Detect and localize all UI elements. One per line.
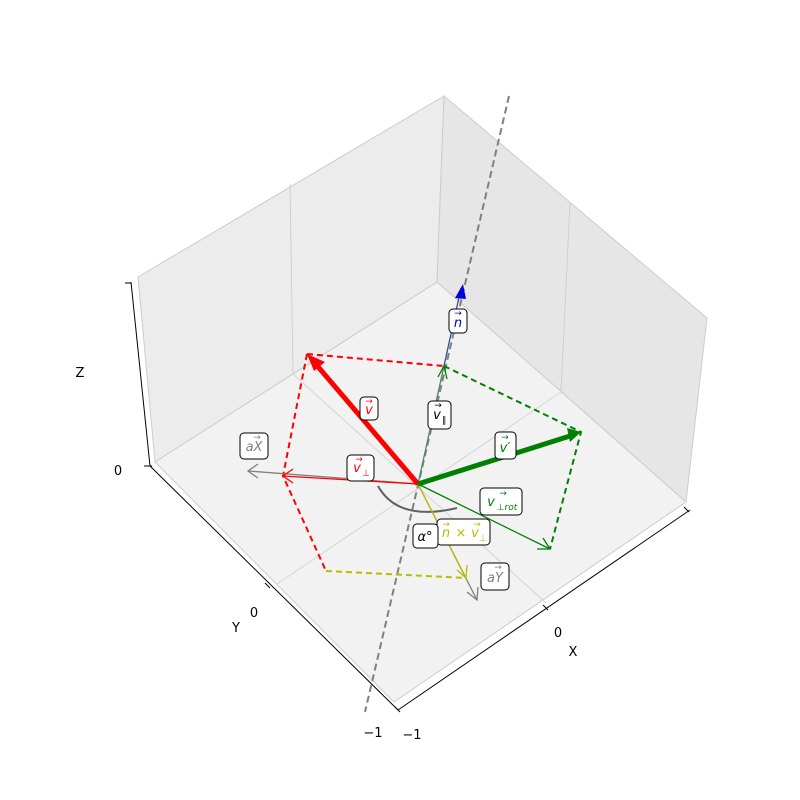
axes-box [125,94,708,713]
z-axis-label: Z [76,366,85,381]
x-axis-line [397,509,691,711]
x-tick-label: 0 [554,626,562,641]
n-arrow-head [455,284,466,299]
svg-text:→: → [434,401,442,411]
label-v-perp-rot: v ⊥rot → [479,487,523,516]
svg-text:v: v [365,403,373,418]
svg-text:→: → [501,433,509,443]
label-v-perp: v ⊥ → [346,454,375,482]
svg-text:v′: v′ [500,441,511,456]
label-n: n → [448,308,468,334]
label-ay: aY → [480,562,510,591]
svg-text:aY: aY [487,571,504,586]
svg-text:∥: ∥ [442,416,447,426]
rotation-axis-line [364,95,510,713]
z-axis-line [130,281,151,467]
svg-text:n: n [442,526,450,541]
svg-text:n: n [454,316,462,331]
svg-text:v: v [353,461,361,476]
v-perp-rot-arrow [417,483,551,550]
svg-text:×: × [456,526,467,541]
label-ax: aX → [239,432,269,460]
y-tick-label: −1 [363,726,382,741]
x-tick-label: −1 [402,728,421,743]
svg-text:aX: aX [246,440,264,455]
label-alpha: α° [412,523,439,549]
label-v-prime: v′ → [494,431,517,460]
yellow-dashed-line [325,570,467,579]
svg-text:→: → [365,397,373,407]
y-axis-label: Y [231,621,240,636]
svg-text:→: → [499,489,507,499]
z-tick-label: 0 [114,464,122,479]
svg-text:⊥rot: ⊥rot [497,503,518,513]
svg-text:⊥: ⊥ [362,469,370,479]
svg-text:→: → [253,433,261,443]
svg-text:→: → [473,520,481,530]
label-v-parallel: v ∥ → [427,400,452,430]
red-dashed-outline [306,353,445,367]
svg-text:α°: α° [417,530,432,545]
svg-text:v: v [471,526,479,541]
label-n-cross-v-perp: n × v ⊥ → → [436,518,491,546]
v-prime-arrow [417,433,571,487]
svg-text:→: → [442,520,450,530]
svg-text:→: → [454,309,462,319]
svg-text:⊥: ⊥ [479,534,487,544]
x-axis-label: X [569,645,578,660]
v-arrow [312,360,420,486]
label-v: v → [359,396,379,421]
svg-text:→: → [494,563,502,573]
y-axis-line [149,465,399,711]
y-tick-label: 0 [250,606,258,621]
angle-arc [377,485,458,513]
svg-text:v: v [487,495,495,510]
svg-text:v: v [433,408,441,423]
floor-pane [154,281,687,703]
svg-text:→: → [355,455,363,465]
